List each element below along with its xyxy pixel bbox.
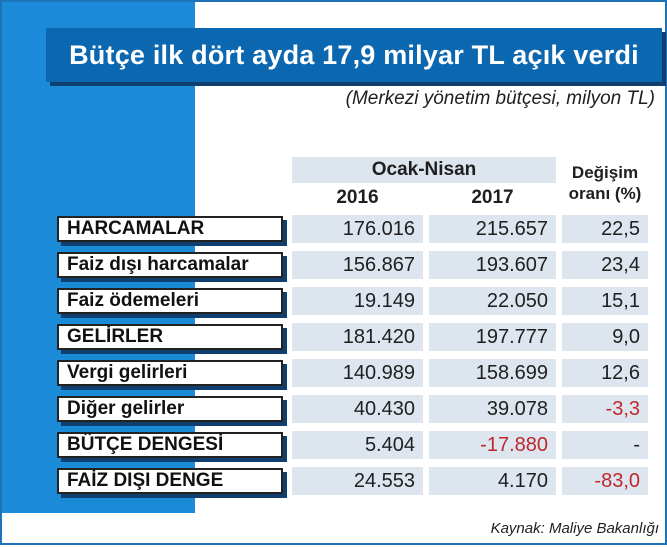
cell-faiz-disi-harcamalar-change: 23,4: [562, 251, 648, 279]
cell-harcamalar-2017: 215.657: [429, 215, 556, 243]
cell-vergi-gelirleri-change: 12,6: [562, 359, 648, 387]
cell-faiz-odemeleri-2017: 22.050: [429, 287, 556, 315]
cell-butce-dengesi-2017: -17.880: [429, 431, 556, 459]
row-label-harcamalar: HARCAMALAR: [57, 216, 283, 242]
cell-vergi-gelirleri-2017: 158.699: [429, 359, 556, 387]
source-note: Kaynak: Maliye Bakanlığı: [490, 520, 659, 537]
row-label-butce-dengesi: BÜTÇE DENGESİ: [57, 432, 283, 458]
change-header: Değişim oranı (%): [562, 162, 648, 204]
subtitle: (Merkezi yönetim bütçesi, milyon TL): [345, 88, 655, 109]
row-label-faiz-odemeleri: Faiz ödemeleri: [57, 288, 283, 314]
cell-diger-gelirler-change: -3,3: [562, 395, 648, 423]
period-header: Ocak-Nisan: [292, 157, 556, 183]
cell-faiz-disi-harcamalar-2017: 193.607: [429, 251, 556, 279]
change-header-line1: Değişim: [571, 163, 639, 182]
cell-faiz-disi-denge-2016: 24.553: [292, 467, 423, 495]
cell-harcamalar-change: 22,5: [562, 215, 648, 243]
row-label-diger-gelirler: Diğer gelirler: [57, 396, 283, 422]
page-title: Bütçe ilk dört ayda 17,9 milyar TL açık …: [69, 39, 639, 70]
change-header-line2: oranı (%): [568, 184, 642, 203]
cell-faiz-disi-denge-2017: 4.170: [429, 467, 556, 495]
row-label-vergi-gelirleri: Vergi gelirleri: [57, 360, 283, 386]
cell-faiz-odemeleri-2016: 19.149: [292, 287, 423, 315]
cell-diger-gelirler-2017: 39.078: [429, 395, 556, 423]
cell-harcamalar-2016: 176.016: [292, 215, 423, 243]
cell-gelirler-2016: 181.420: [292, 323, 423, 351]
cell-faiz-disi-harcamalar-2016: 156.867: [292, 251, 423, 279]
cell-gelirler-change: 9,0: [562, 323, 648, 351]
cell-faiz-disi-denge-change: -83,0: [562, 467, 648, 495]
row-label-gelirler: GELİRLER: [57, 324, 283, 350]
year-2016-header: 2016: [336, 187, 379, 208]
row-label-faiz-disi-harcamalar: Faiz dışı harcamalar: [57, 252, 283, 278]
year-2017-header: 2017: [471, 187, 514, 208]
cell-faiz-odemeleri-change: 15,1: [562, 287, 648, 315]
cell-butce-dengesi-2016: 5.404: [292, 431, 423, 459]
cell-butce-dengesi-change: -: [562, 431, 648, 459]
row-label-faiz-disi-denge: FAİZ DIŞI DENGE: [57, 468, 283, 494]
cell-diger-gelirler-2016: 40.430: [292, 395, 423, 423]
cell-vergi-gelirleri-2016: 140.989: [292, 359, 423, 387]
title-bar: Bütçe ilk dört ayda 17,9 milyar TL açık …: [46, 28, 662, 82]
cell-gelirler-2017: 197.777: [429, 323, 556, 351]
